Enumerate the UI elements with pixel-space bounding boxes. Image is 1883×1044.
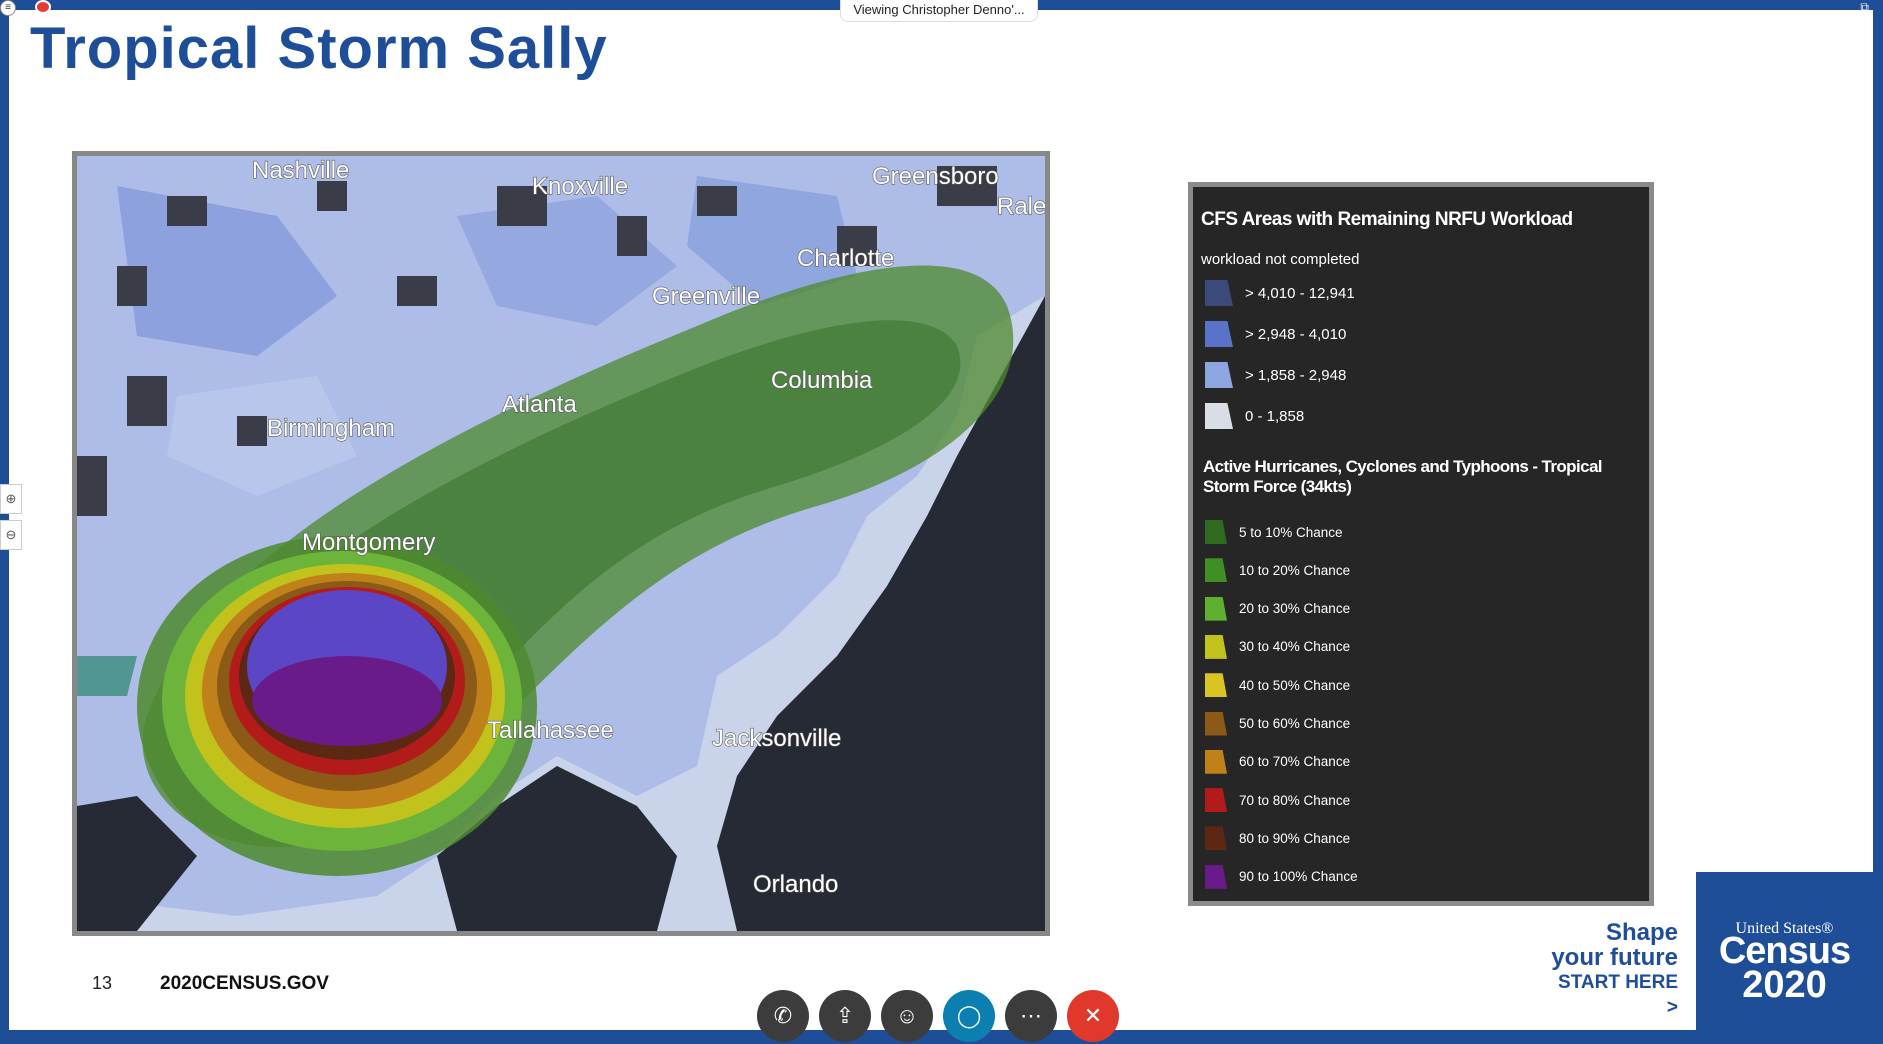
legend-title: CFS Areas with Remaining NRFU Workload	[1201, 209, 1573, 230]
legend-hurricane-item: 30 to 40% Chance	[1205, 633, 1350, 661]
ellipsis-icon: ⋯	[1020, 1003, 1042, 1028]
city-label: Greenville	[652, 283, 760, 310]
map-canvas: Nashville Knoxville Greensboro Raleigh C…	[77, 156, 1045, 931]
tagline-line2: your future	[1551, 944, 1678, 971]
legend-hurricane-item: 40 to 50% Chance	[1205, 671, 1350, 699]
legend-item-label: 0 - 1,858	[1245, 407, 1305, 425]
legend-item-label: 30 to 40% Chance	[1239, 639, 1351, 655]
more-button[interactable]: ⋯	[1005, 990, 1057, 1042]
site-url: 2020CENSUS.GOV	[160, 973, 329, 994]
legend-item-label: > 4,010 - 12,941	[1245, 284, 1355, 302]
person-icon: ☺	[895, 1003, 919, 1028]
city-label: Greensboro	[872, 163, 999, 190]
legend-item-label: 60 to 70% Chance	[1239, 754, 1351, 770]
legend-item-label: 10 to 20% Chance	[1239, 562, 1351, 578]
tagline-cta: START HERE >	[1558, 972, 1678, 1018]
logo-country: United States®	[1735, 920, 1834, 937]
legend-hurricane-item: 50 to 60% Chance	[1205, 710, 1350, 738]
legend-item-label: 90 to 100% Chance	[1239, 869, 1358, 885]
city-label: Knoxville	[532, 173, 628, 200]
city-label: Tallahassee	[487, 717, 614, 744]
legend-swatch	[1205, 864, 1227, 889]
legend-item-label: 80 to 90% Chance	[1239, 830, 1351, 846]
legend-hurricane-item: 20 to 30% Chance	[1205, 595, 1350, 623]
legend-workload-item: 0 - 1,858	[1205, 402, 1304, 430]
legend-swatch	[1205, 788, 1227, 813]
legend-swatch	[1205, 362, 1233, 388]
phone-icon: ✆	[773, 1003, 793, 1028]
city-label: Nashville	[252, 157, 349, 184]
legend-swatch	[1205, 673, 1227, 698]
close-icon: ✕	[1083, 1003, 1103, 1028]
legend-swatch	[1205, 321, 1233, 347]
end-call-button[interactable]: ✕	[1067, 990, 1119, 1042]
legend-swatch	[1205, 596, 1227, 621]
logo-year: 2020	[1742, 964, 1827, 1006]
legend-item-label: 40 to 50% Chance	[1239, 677, 1351, 693]
share-button[interactable]: ⇪	[819, 990, 871, 1042]
window-frame-bottom	[0, 1030, 1883, 1044]
city-label: Columbia	[771, 367, 873, 394]
city-label: Charlotte	[797, 245, 894, 272]
legend-hurricane-item: 80 to 90% Chance	[1205, 824, 1350, 852]
city-label: Orlando	[753, 871, 838, 898]
popout-icon[interactable]: ⧉	[1860, 0, 1869, 14]
chat-bubble-icon: ◯	[956, 1003, 982, 1028]
legend-workload-item: > 4,010 - 12,941	[1205, 279, 1355, 307]
storm-map: Nashville Knoxville Greensboro Raleigh C…	[72, 151, 1050, 936]
legend-item-label: 50 to 60% Chance	[1239, 716, 1351, 731]
legend-swatch	[1205, 711, 1227, 736]
city-label: Atlanta	[502, 391, 577, 418]
city-label: Jacksonville	[712, 725, 841, 752]
window-frame-right	[1873, 0, 1883, 1044]
tagline: Shape your future START HERE >	[1548, 920, 1678, 1020]
zoom-in-icon[interactable]: ⊕	[0, 484, 22, 514]
legend-swatch	[1205, 403, 1233, 429]
legend-item-label: 70 to 80% Chance	[1239, 792, 1351, 808]
meeting-toolbar: ✆ ⇪ ☺ ◯ ⋯ ✕	[757, 990, 1119, 1042]
window-menu-icon[interactable]: ≡	[0, 0, 16, 16]
viewing-banner: Viewing Christopher Denno'...	[840, 0, 1038, 22]
share-icon: ⇪	[835, 1003, 855, 1028]
legend-swatch	[1205, 520, 1227, 544]
recording-indicator-icon	[35, 0, 51, 14]
city-label: Birmingham	[267, 415, 395, 442]
legend-hurricane-item: 10 to 20% Chance	[1205, 556, 1350, 584]
high-workload-areas	[77, 166, 997, 516]
legend-swatch	[1205, 280, 1233, 306]
call-button[interactable]: ✆	[757, 990, 809, 1042]
legend-swatch	[1205, 749, 1227, 774]
slide-number: 13	[92, 973, 113, 993]
map-legend: CFS Areas with Remaining NRFU Workload w…	[1188, 182, 1654, 906]
legend-item-label: > 2,948 - 4,010	[1245, 325, 1347, 343]
logo-name: Census	[1718, 930, 1851, 972]
participants-button[interactable]: ☺	[881, 990, 933, 1042]
legend-hurricane-item: 70 to 80% Chance	[1205, 786, 1350, 814]
legend-workload-item: > 1,858 - 2,948	[1205, 361, 1346, 389]
legend-swatch	[1205, 826, 1227, 851]
legend-hurricane-item: 60 to 70% Chance	[1205, 748, 1350, 776]
city-label: Montgomery	[302, 529, 435, 556]
legend-item-label: > 1,858 - 2,948	[1245, 366, 1347, 384]
legend-hurricane-title: Active Hurricanes, Cyclones and Typhoons…	[1203, 457, 1603, 496]
legend-item-label: 5 to 10% Chance	[1239, 524, 1343, 540]
census-logo: United States® Census 2020	[1696, 872, 1873, 1030]
legend-workload-item: > 2,948 - 4,010	[1205, 320, 1346, 348]
legend-hurricane-item: 90 to 100% Chance	[1205, 863, 1358, 891]
slide-title: Tropical Storm Sally	[30, 16, 608, 81]
legend-swatch	[1205, 558, 1227, 583]
chat-button[interactable]: ◯	[943, 990, 995, 1042]
city-label: Raleigh	[997, 193, 1045, 220]
legend-item-label: 20 to 30% Chance	[1239, 601, 1351, 617]
zoom-out-icon[interactable]: ⊖	[0, 520, 22, 550]
legend-swatch	[1205, 634, 1227, 659]
legend-subtitle: workload not completed	[1201, 251, 1360, 268]
tagline-line1: Shape	[1605, 919, 1678, 946]
legend-hurricane-item: 5 to 10% Chance	[1205, 518, 1343, 546]
